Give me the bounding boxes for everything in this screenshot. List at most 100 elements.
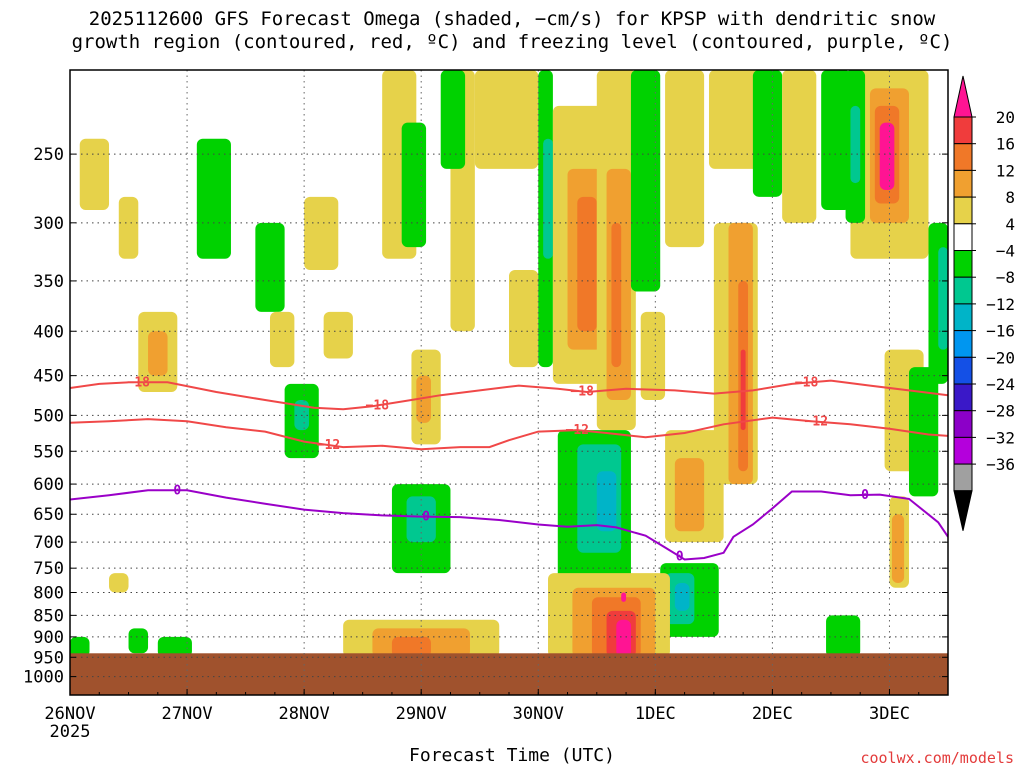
colorbar-swatch [953, 436, 973, 465]
omega-region [826, 615, 861, 658]
omega-region [391, 636, 431, 658]
colorbar-swatch [953, 356, 973, 385]
y-tick-label: 550 [33, 442, 64, 462]
omega-region [616, 619, 631, 658]
omega-region [577, 196, 597, 332]
omega-region [416, 375, 431, 423]
omega-region [640, 311, 666, 400]
y-tick-label: 1000 [23, 668, 64, 688]
y-tick-label: 250 [33, 145, 64, 165]
omega-region [269, 311, 295, 368]
omega-region [128, 628, 149, 654]
contour-label: −18 [795, 376, 819, 391]
colorbar-label: 16 [996, 135, 1015, 154]
omega-region [118, 196, 139, 259]
ground-layer [70, 653, 948, 695]
colorbar-swatch [953, 169, 973, 198]
omega-region [821, 70, 851, 211]
chart-title: 2025112600 GFS Forecast Omega (shaded, −… [0, 8, 1024, 54]
colorbar-swatch [953, 383, 973, 412]
omega-region [782, 70, 817, 223]
omega-region [752, 70, 783, 197]
contour-label: 0 [861, 488, 869, 503]
colorbar-swatch [953, 196, 973, 225]
omega-region [148, 331, 168, 376]
y-tick-label: 800 [33, 584, 64, 604]
colorbar-swatch [953, 143, 973, 171]
colorbar-arrow-bottom [953, 490, 973, 531]
colorbar-label: 4 [1005, 215, 1015, 234]
omega-shading [70, 70, 948, 658]
y-tick-label: 650 [33, 505, 64, 525]
contour-label: 0 [676, 550, 684, 565]
colorbar-label: −8 [996, 268, 1015, 287]
x-tick-label: 26NOV [44, 704, 95, 724]
colorbar-swatch [953, 463, 973, 492]
x-axis-label: Forecast Time (UTC) [409, 745, 615, 766]
colorbar-label: −28 [986, 402, 1015, 421]
omega-region [474, 70, 539, 169]
omega-region [596, 471, 617, 532]
contour-label: 0 [173, 483, 181, 498]
ground-fill [70, 653, 948, 695]
omega-region [157, 636, 192, 658]
omega-region [406, 496, 436, 543]
x-tick-label: 28NOV [279, 704, 330, 724]
colorbar-label: −20 [986, 348, 1015, 367]
colorbar-swatch [953, 303, 973, 332]
omega-region [79, 138, 110, 211]
x-tick-label: 29NOV [396, 704, 447, 724]
colorbar-swatch [953, 250, 973, 278]
omega-region [630, 70, 661, 292]
contour-label: −12 [566, 423, 589, 438]
x-tick-label: 1DEC [635, 704, 676, 724]
credit-text: coolwx.com/models [860, 749, 1014, 767]
omega-region [109, 573, 129, 593]
contour-layer: −18 −18 −18 −18 −12 −12 −12 0 0 0 0 [70, 375, 948, 565]
contour-label: 0 [422, 510, 430, 525]
y-axis: 2503003504004505005506006507007508008509… [23, 145, 948, 688]
y-tick-label: 350 [33, 272, 64, 292]
colorbar-label: 8 [1005, 188, 1015, 207]
x-tick-label: 2DEC [752, 704, 793, 724]
contour-line [70, 416, 948, 451]
contour-label: −18 [366, 398, 390, 413]
colorbar: 20 16 12 8 4 −4 −8 −12 −16 −20 −24 −28 −32 −36 [953, 75, 1015, 531]
omega-region [908, 367, 939, 497]
omega-region [740, 349, 746, 431]
omega-region [611, 222, 622, 368]
omega-region [196, 138, 231, 259]
colorbar-label: 12 [996, 161, 1015, 180]
colorbar-swatch [953, 410, 973, 438]
omega-region [255, 222, 285, 312]
y-tick-label: 400 [33, 322, 64, 342]
chart-title-line-2: growth region (contoured, red, ºC) and f… [71, 31, 953, 53]
omega-region [674, 582, 690, 611]
colorbar-label: −32 [986, 428, 1015, 447]
contour-line [70, 379, 948, 411]
x-tick-label: 30NOV [513, 704, 564, 724]
omega-region [938, 247, 948, 350]
contour-label: −12 [317, 438, 340, 453]
omega-region [70, 636, 90, 658]
grid-layer [69, 70, 948, 695]
colorbar-label: −36 [986, 455, 1015, 474]
y-tick-label: 600 [33, 475, 64, 495]
x-tick-label: 27NOV [161, 704, 212, 724]
omega-region [323, 311, 353, 359]
colorbar-label: −24 [986, 375, 1015, 394]
omega-region [850, 105, 861, 184]
omega-region [509, 269, 539, 368]
omega-region [440, 70, 466, 169]
omega-region [543, 138, 553, 259]
contour-line [70, 489, 948, 561]
omega-region [665, 70, 705, 248]
y-tick-label: 500 [33, 406, 64, 426]
omega-region [674, 458, 705, 532]
omega-region [401, 122, 427, 248]
colorbar-swatch [953, 276, 973, 305]
colorbar-label: 20 [996, 108, 1015, 127]
colorbar-label: −12 [986, 295, 1015, 314]
